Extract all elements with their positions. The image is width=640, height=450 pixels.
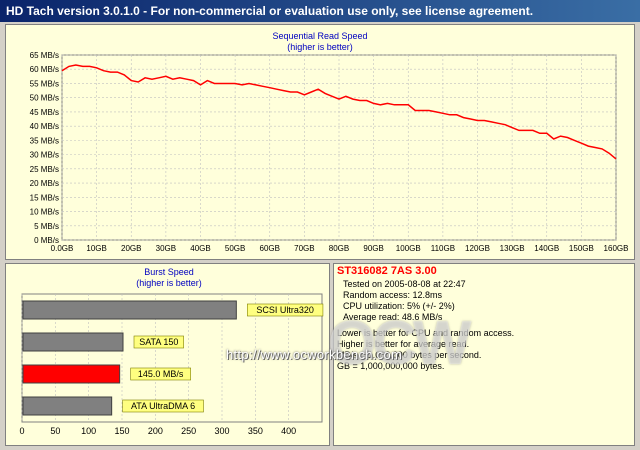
burst-bar-label-box [247,303,324,317]
read-speed-series-line [61,64,617,160]
burst-x-tick-label: 350 [248,426,263,436]
burst-bar-label: ATA UltraDMA 6 [131,401,195,411]
note-lower-is-better: Lower is better for CPU and random acces… [337,328,515,338]
drive-info-panel: ST316082 7AS 3.00 Tested on 2005-08-08 a… [333,263,635,446]
read-y-tick-label: 0 MB/s [34,236,59,245]
read-x-axis: 0.0GB 10GB 20GB 30GB 40GB 50GB 60GB 70GB 80GB 90G… [51,244,629,253]
burst-bar-label: SCSI Ultra320 [256,305,314,315]
read-y-tick-label: 65 MB/s [30,51,59,60]
read-x-tick-label: 50GB [225,244,245,253]
read-y-tick-label: 60 MB/s [30,65,59,74]
burst-speed-chart: Burst Speed (higher is better) SCSI Ultr… [19,267,324,436]
test-date: Tested on 2005-08-08 at 22:47 [343,279,466,289]
burst-bar-label: 145.0 MB/s [138,369,184,379]
read-x-tick-label: 140GB [534,244,559,253]
read-y-tick-label: 40 MB/s [30,122,59,131]
burst-chart-title: Burst Speed [144,267,194,277]
burst-bar-label-box [122,399,204,413]
drive-model: ST316082 7AS 3.00 [337,265,437,277]
burst-speed-panel: Burst Speed (higher is better) SCSI Ultr… [5,263,330,446]
burst-x-tick-label: 0 [19,426,24,436]
read-x-tick-label: 30GB [156,244,176,253]
sequential-read-panel: Sequential Read Speed (higher is better)… [5,24,635,260]
read-chart-subtitle: (higher is better) [287,42,353,52]
burst-bars: SCSI Ultra320 SATA 150 145.0 MB/s ATA Ultra… [22,300,324,416]
note-mb-definition: MB/s = 1,000,000 bytes per second. [337,350,482,360]
read-y-tick-label: 5 MB/s [34,222,59,231]
burst-x-tick-label: 250 [181,426,196,436]
read-grid [61,54,617,241]
average-read: Average read: 48.6 MB/s [343,312,443,322]
note-higher-is-better: Higher is better for average read. [337,339,470,349]
burst-x-tick-label: 400 [281,426,296,436]
read-chart-title: Sequential Read Speed [272,31,367,41]
read-y-tick-label: 45 MB/s [30,108,59,117]
read-x-tick-label: 150GB [569,244,594,253]
read-x-tick-label: 20GB [121,244,141,253]
sequential-read-chart: Sequential Read Speed (higher is better)… [30,31,629,253]
read-x-tick-label: 110GB [431,244,455,253]
read-y-tick-label: 10 MB/s [30,208,59,217]
burst-bar-label: SATA 150 [139,337,178,347]
random-access: Random access: 12.8ms [343,290,443,300]
read-x-tick-label: 80GB [329,244,349,253]
note-gb-definition: GB = 1,000,000,000 bytes. [337,361,445,371]
burst-bar [22,332,124,352]
read-x-tick-label: 60GB [260,244,280,253]
burst-chart-subtitle: (higher is better) [136,278,202,288]
read-x-tick-label: 0.0GB [51,244,74,253]
burst-x-tick-label: 150 [114,426,129,436]
watermark-logo: OCW [328,309,472,378]
burst-x-tick-label: 300 [214,426,229,436]
read-y-tick-label: 55 MB/s [30,79,59,88]
read-x-tick-label: 120GB [465,244,490,253]
read-y-tick-label: 50 MB/s [30,94,59,103]
read-y-tick-label: 15 MB/s [30,193,59,202]
burst-x-axis: 0 50 100 150 200 250 300 350 400 [19,426,296,436]
cpu-utilization: CPU utilization: 5% (+/- 2%) [343,301,455,311]
burst-bar [22,364,121,384]
read-y-tick-label: 35 MB/s [30,136,59,145]
watermark-url: http://www.ocworkbench.com [226,347,403,362]
read-x-tick-label: 10GB [86,244,106,253]
burst-bar-label-box [130,367,191,381]
burst-x-tick-label: 100 [81,426,96,436]
burst-x-tick-label: 50 [50,426,60,436]
window-title-bar[interactable]: HD Tach version 3.0.1.0 - For non-commer… [0,0,640,22]
read-x-tick-label: 70GB [294,244,314,253]
read-y-tick-label: 20 MB/s [30,179,59,188]
read-x-tick-label: 130GB [500,244,525,253]
read-y-tick-label: 30 MB/s [30,151,59,160]
read-x-tick-label: 100GB [396,244,421,253]
read-y-tick-label: 25 MB/s [30,165,59,174]
burst-bar [22,300,237,320]
read-x-tick-label: 160GB [604,244,629,253]
burst-bar-label-box [133,335,184,349]
read-x-tick-label: 90GB [363,244,383,253]
burst-x-tick-label: 200 [148,426,163,436]
read-y-axis: 0 MB/s 5 MB/s 10 MB/s 15 MB/s 20 MB/s 25 MB/s… [30,51,59,245]
burst-bar [22,396,113,416]
read-x-tick-label: 40GB [190,244,210,253]
window-title: HD Tach version 3.0.1.0 - For non-commer… [6,4,534,18]
